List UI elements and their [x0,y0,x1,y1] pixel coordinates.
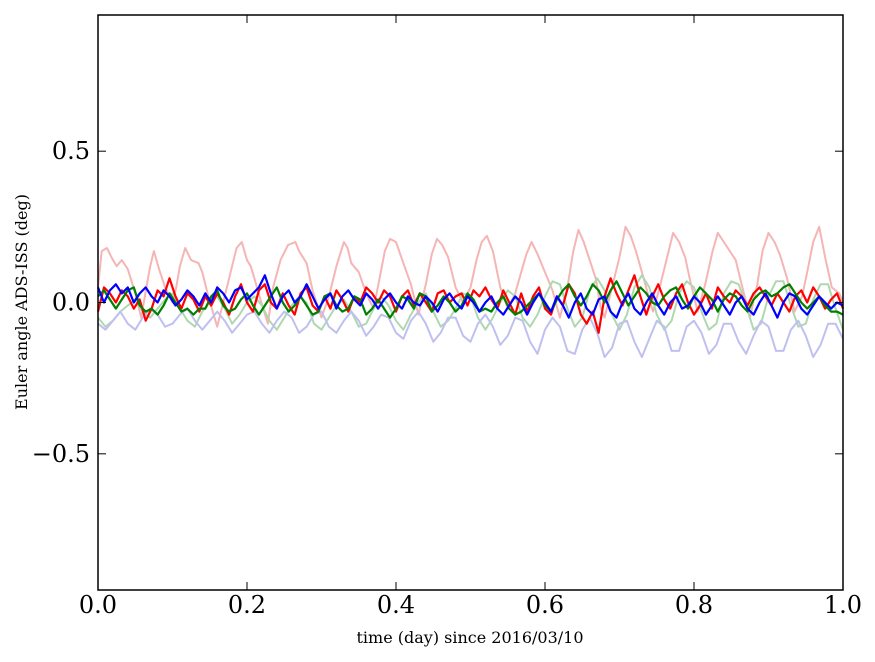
x-tick-label: 0.8 [675,591,713,619]
series-line-3 [97,307,844,358]
x-tick-label: 0.4 [377,591,415,619]
x-tick-label: 0.2 [228,591,266,619]
x-tick-label: 1.0 [824,591,862,619]
y-tick-label: 0.5 [52,137,90,165]
y-tick-label: 0.0 [52,289,90,317]
x-tick-label: 0.6 [526,591,564,619]
x-tick-label: 0.0 [79,591,117,619]
series-line-5 [97,280,844,319]
series-line-6 [96,274,844,319]
series-layer [96,225,845,358]
y-tick-label: −0.5 [32,440,90,468]
y-axis-label: Euler angle ADS-ISS (deg) [12,194,31,410]
x-axis-label: time (day) since 2016/03/10 [356,628,583,647]
tick-layer: 0.0 0.2 0.4 0.6 0.8 1.0 0.5 0.0 −0.5 [32,15,862,619]
